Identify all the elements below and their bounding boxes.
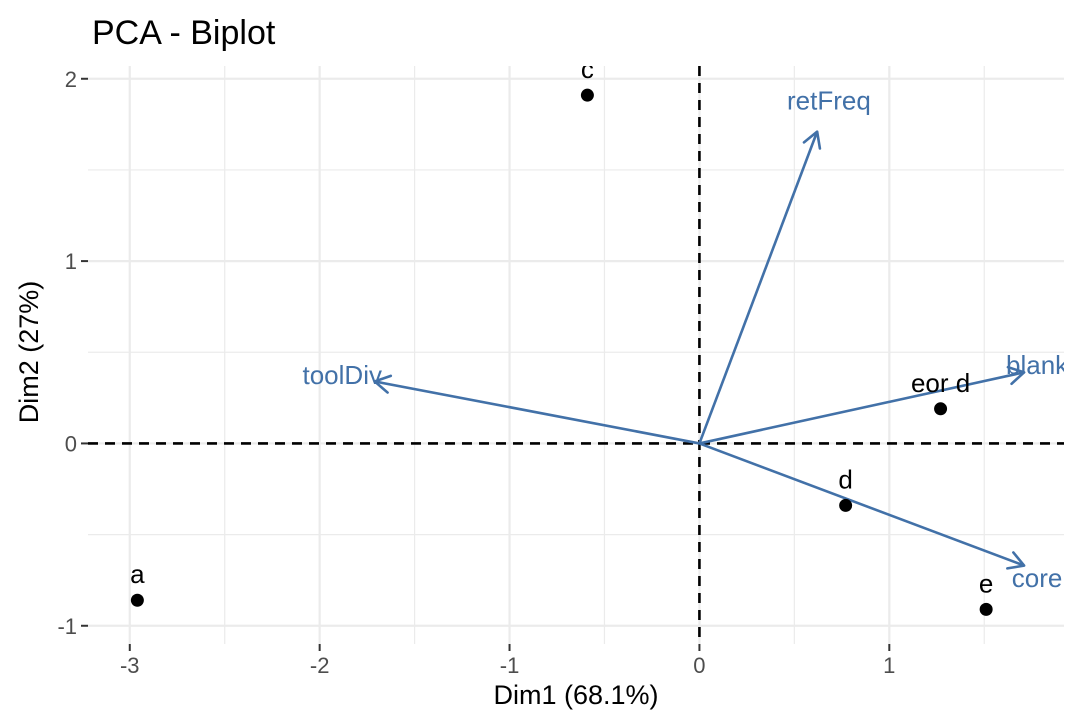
labels: retFreq toolDiv blankFre coreFre a c eor d d e: [130, 54, 1080, 598]
x-tick-label: -1: [500, 653, 520, 678]
axes: -3 -2 -1 0 1 -1 0 1 2: [57, 67, 895, 678]
variable-arrow-line: [698, 131, 819, 444]
variable-label: retFreq: [787, 85, 871, 115]
y-tick-label: -1: [57, 614, 77, 639]
x-axis-title: Dim1 (68.1%): [493, 680, 658, 710]
individual-point: [580, 88, 594, 102]
individual-point: [934, 402, 948, 416]
individual-point-label: d: [838, 464, 852, 494]
variable-arrow-head: [1006, 365, 1026, 386]
individual-point-label: e: [979, 568, 993, 598]
individual-point-label: eor d: [911, 368, 970, 398]
y-tick-label: 2: [65, 67, 77, 92]
y-tick-label: 1: [65, 249, 77, 274]
individual-point: [130, 593, 144, 607]
variable-label: blankFre: [1006, 350, 1080, 380]
individual-point: [839, 498, 853, 512]
variable-arrow-line: [699, 371, 1025, 445]
reference-lines: [88, 66, 1064, 644]
chart-title: PCA - Biplot: [92, 14, 276, 52]
variable-arrow-head: [1006, 551, 1026, 570]
x-tick-label: -2: [310, 653, 330, 678]
x-tick-label: 1: [883, 653, 895, 678]
x-tick-label: 0: [693, 653, 705, 678]
variable-arrow-line: [698, 442, 1025, 567]
variable-arrow-head: [373, 374, 393, 394]
variable-arrow-head: [802, 130, 822, 150]
variable-arrow-line: [374, 380, 700, 445]
x-tick-label: -3: [120, 653, 140, 678]
variable-label: toolDiv: [303, 360, 382, 390]
y-axis-title: Dim2 (27%): [14, 281, 44, 424]
individual-point-label: c: [581, 54, 594, 84]
grid: [88, 66, 1064, 644]
variable-label: coreFre: [1012, 563, 1080, 593]
individual-point-label: a: [130, 559, 145, 589]
y-tick-label: 0: [65, 431, 77, 456]
variable-arrows: [373, 130, 1026, 570]
individual-point: [979, 602, 993, 616]
individual-points: [130, 88, 993, 616]
